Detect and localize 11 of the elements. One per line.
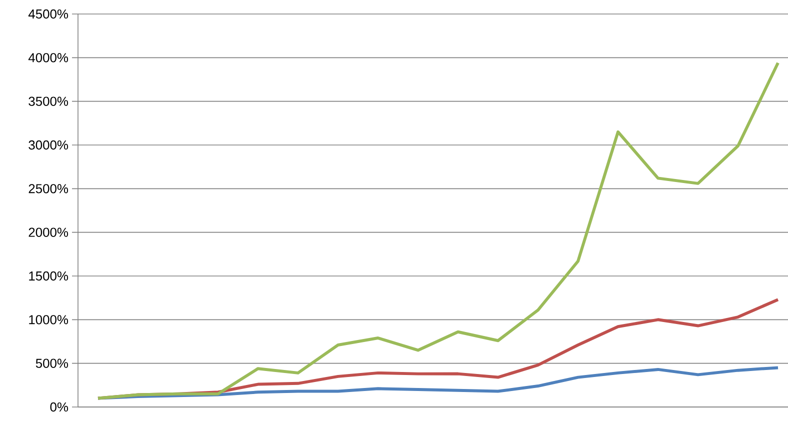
y-tick-label: 3000% [28,140,68,150]
y-tick-label: 1500% [29,271,68,281]
y-tick-label: 2000% [28,228,68,237]
line-series [96,61,780,400]
y-tick-label: 1000% [29,315,68,324]
y-tick-label: 500% [36,358,68,368]
y-tick-label: 4500% [28,9,68,19]
y-tick-label: 4000% [28,53,68,62]
y-tick-label: 0% [50,402,68,412]
y-tick-label: 3500% [28,96,68,106]
y-tick-label: 2500% [28,184,68,194]
